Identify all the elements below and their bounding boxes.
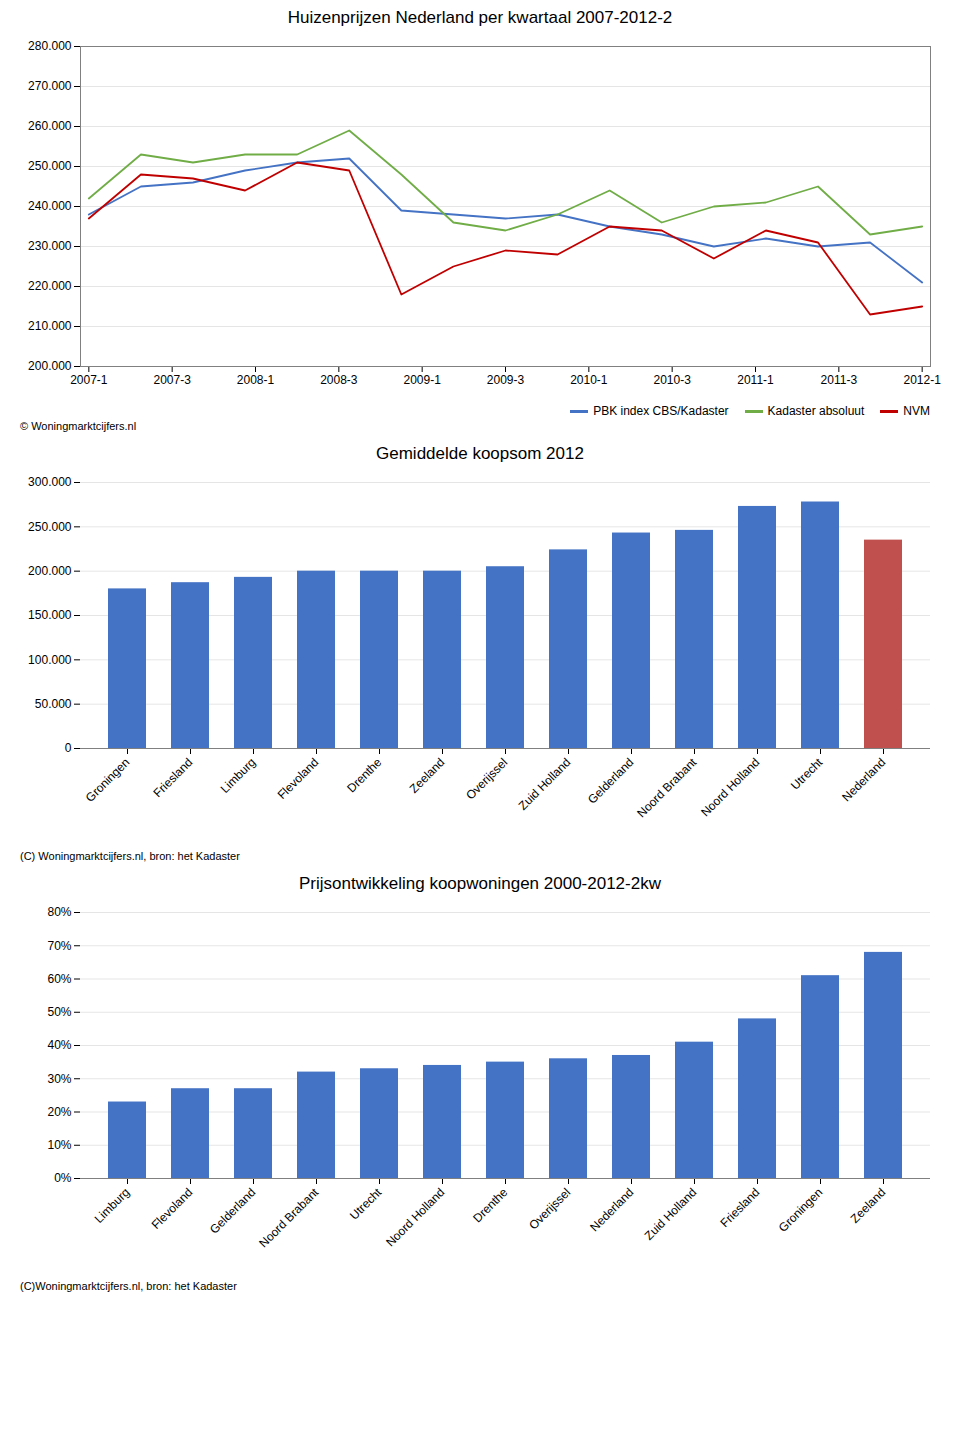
svg-text:Groningen: Groningen bbox=[83, 755, 133, 805]
svg-text:230.000: 230.000 bbox=[28, 239, 72, 253]
svg-text:Nederland: Nederland bbox=[587, 1185, 636, 1234]
svg-text:2007-3: 2007-3 bbox=[153, 373, 191, 387]
svg-text:70%: 70% bbox=[47, 939, 71, 953]
svg-text:280.000: 280.000 bbox=[28, 39, 72, 53]
html-text:Kadaster absoluut: Kadaster absoluut bbox=[767, 404, 865, 418]
svg-text:2009-1: 2009-1 bbox=[403, 373, 441, 387]
svg-text:2009-3: 2009-3 bbox=[487, 373, 525, 387]
svg-text:Limburg: Limburg bbox=[92, 1185, 133, 1226]
svg-text:Noord Holland: Noord Holland bbox=[383, 1185, 447, 1249]
svg-text:Drenthe: Drenthe bbox=[344, 755, 384, 795]
svg-text:50.000: 50.000 bbox=[35, 697, 72, 711]
html-text:PBK index CBS/Kadaster: PBK index CBS/Kadaster bbox=[593, 404, 729, 418]
svg-text:2011-3: 2011-3 bbox=[821, 373, 858, 387]
svg-text:Friesland: Friesland bbox=[151, 755, 196, 800]
svg-text:2010-3: 2010-3 bbox=[653, 373, 691, 387]
svg-text:Zeeland: Zeeland bbox=[848, 1185, 889, 1226]
svg-text:30%: 30% bbox=[47, 1072, 71, 1086]
svg-text:40%: 40% bbox=[47, 1038, 71, 1052]
svg-text:Friesland: Friesland bbox=[718, 1185, 763, 1230]
svg-text:0: 0 bbox=[65, 741, 72, 755]
svg-text:60%: 60% bbox=[47, 972, 71, 986]
svg-text:Gelderland: Gelderland bbox=[207, 1185, 258, 1236]
svg-text:240.000: 240.000 bbox=[28, 199, 72, 213]
svg-text:Limburg: Limburg bbox=[218, 755, 259, 796]
html-text:(C) Woningmarktcijfers.nl, bro: (C) Woningmarktcijfers.nl, bron: het Kad… bbox=[20, 850, 240, 862]
svg-text:2010-1: 2010-1 bbox=[570, 373, 608, 387]
svg-text:Noord Holland: Noord Holland bbox=[698, 755, 762, 819]
svg-text:Flevoland: Flevoland bbox=[275, 755, 322, 802]
svg-text:Noord Brabant: Noord Brabant bbox=[634, 755, 700, 821]
html-text:(C)Woningmarktcijfers.nl, bron: (C)Woningmarktcijfers.nl, bron: het Kada… bbox=[20, 1280, 237, 1292]
svg-text:250.000: 250.000 bbox=[28, 159, 72, 173]
svg-text:Flevoland: Flevoland bbox=[149, 1185, 196, 1232]
svg-text:20%: 20% bbox=[47, 1105, 71, 1119]
svg-text:250.000: 250.000 bbox=[28, 520, 72, 534]
html-text:Huizenprijzen Nederland per kw: Huizenprijzen Nederland per kwartaal 200… bbox=[287, 8, 673, 27]
html-text:© Woningmarktcijfers.nl: © Woningmarktcijfers.nl bbox=[20, 420, 137, 432]
svg-text:2007-1: 2007-1 bbox=[70, 373, 108, 387]
html-text:Gemiddelde koopsom 2012: Gemiddelde koopsom 2012 bbox=[376, 444, 584, 463]
svg-text:Overijssel: Overijssel bbox=[463, 755, 510, 802]
svg-text:10%: 10% bbox=[47, 1138, 71, 1152]
svg-text:80%: 80% bbox=[47, 905, 71, 919]
svg-text:50%: 50% bbox=[47, 1005, 71, 1019]
svg-text:Utrecht: Utrecht bbox=[788, 755, 826, 793]
svg-text:Drenthe: Drenthe bbox=[470, 1185, 510, 1225]
svg-text:270.000: 270.000 bbox=[28, 79, 72, 93]
svg-text:300.000: 300.000 bbox=[28, 475, 72, 489]
svg-text:210.000: 210.000 bbox=[28, 319, 72, 333]
svg-text:Overijssel: Overijssel bbox=[526, 1185, 573, 1232]
svg-text:2008-1: 2008-1 bbox=[237, 373, 275, 387]
svg-text:2012-1: 2012-1 bbox=[903, 373, 941, 387]
svg-text:100.000: 100.000 bbox=[28, 653, 72, 667]
svg-text:2011-1: 2011-1 bbox=[737, 373, 774, 387]
svg-text:Zeeland: Zeeland bbox=[407, 755, 448, 796]
html-text:Prijsontwikkeling koopwoningen: Prijsontwikkeling koopwoningen 2000-2012… bbox=[299, 874, 661, 893]
html-text:NVM: NVM bbox=[903, 404, 930, 418]
svg-text:Nederland: Nederland bbox=[839, 755, 888, 804]
svg-text:2008-3: 2008-3 bbox=[320, 373, 358, 387]
svg-text:Utrecht: Utrecht bbox=[347, 1185, 385, 1223]
svg-text:260.000: 260.000 bbox=[28, 119, 72, 133]
svg-text:Zuid Holland: Zuid Holland bbox=[516, 755, 574, 813]
svg-text:150.000: 150.000 bbox=[28, 608, 72, 622]
svg-text:Zuid Holland: Zuid Holland bbox=[642, 1185, 700, 1243]
svg-text:Noord Brabant: Noord Brabant bbox=[256, 1185, 322, 1251]
svg-text:200.000: 200.000 bbox=[28, 359, 72, 373]
svg-text:Gelderland: Gelderland bbox=[585, 755, 636, 806]
svg-text:220.000: 220.000 bbox=[28, 279, 72, 293]
svg-text:0%: 0% bbox=[54, 1171, 72, 1185]
svg-text:Groningen: Groningen bbox=[776, 1185, 826, 1235]
svg-text:200.000: 200.000 bbox=[28, 564, 72, 578]
